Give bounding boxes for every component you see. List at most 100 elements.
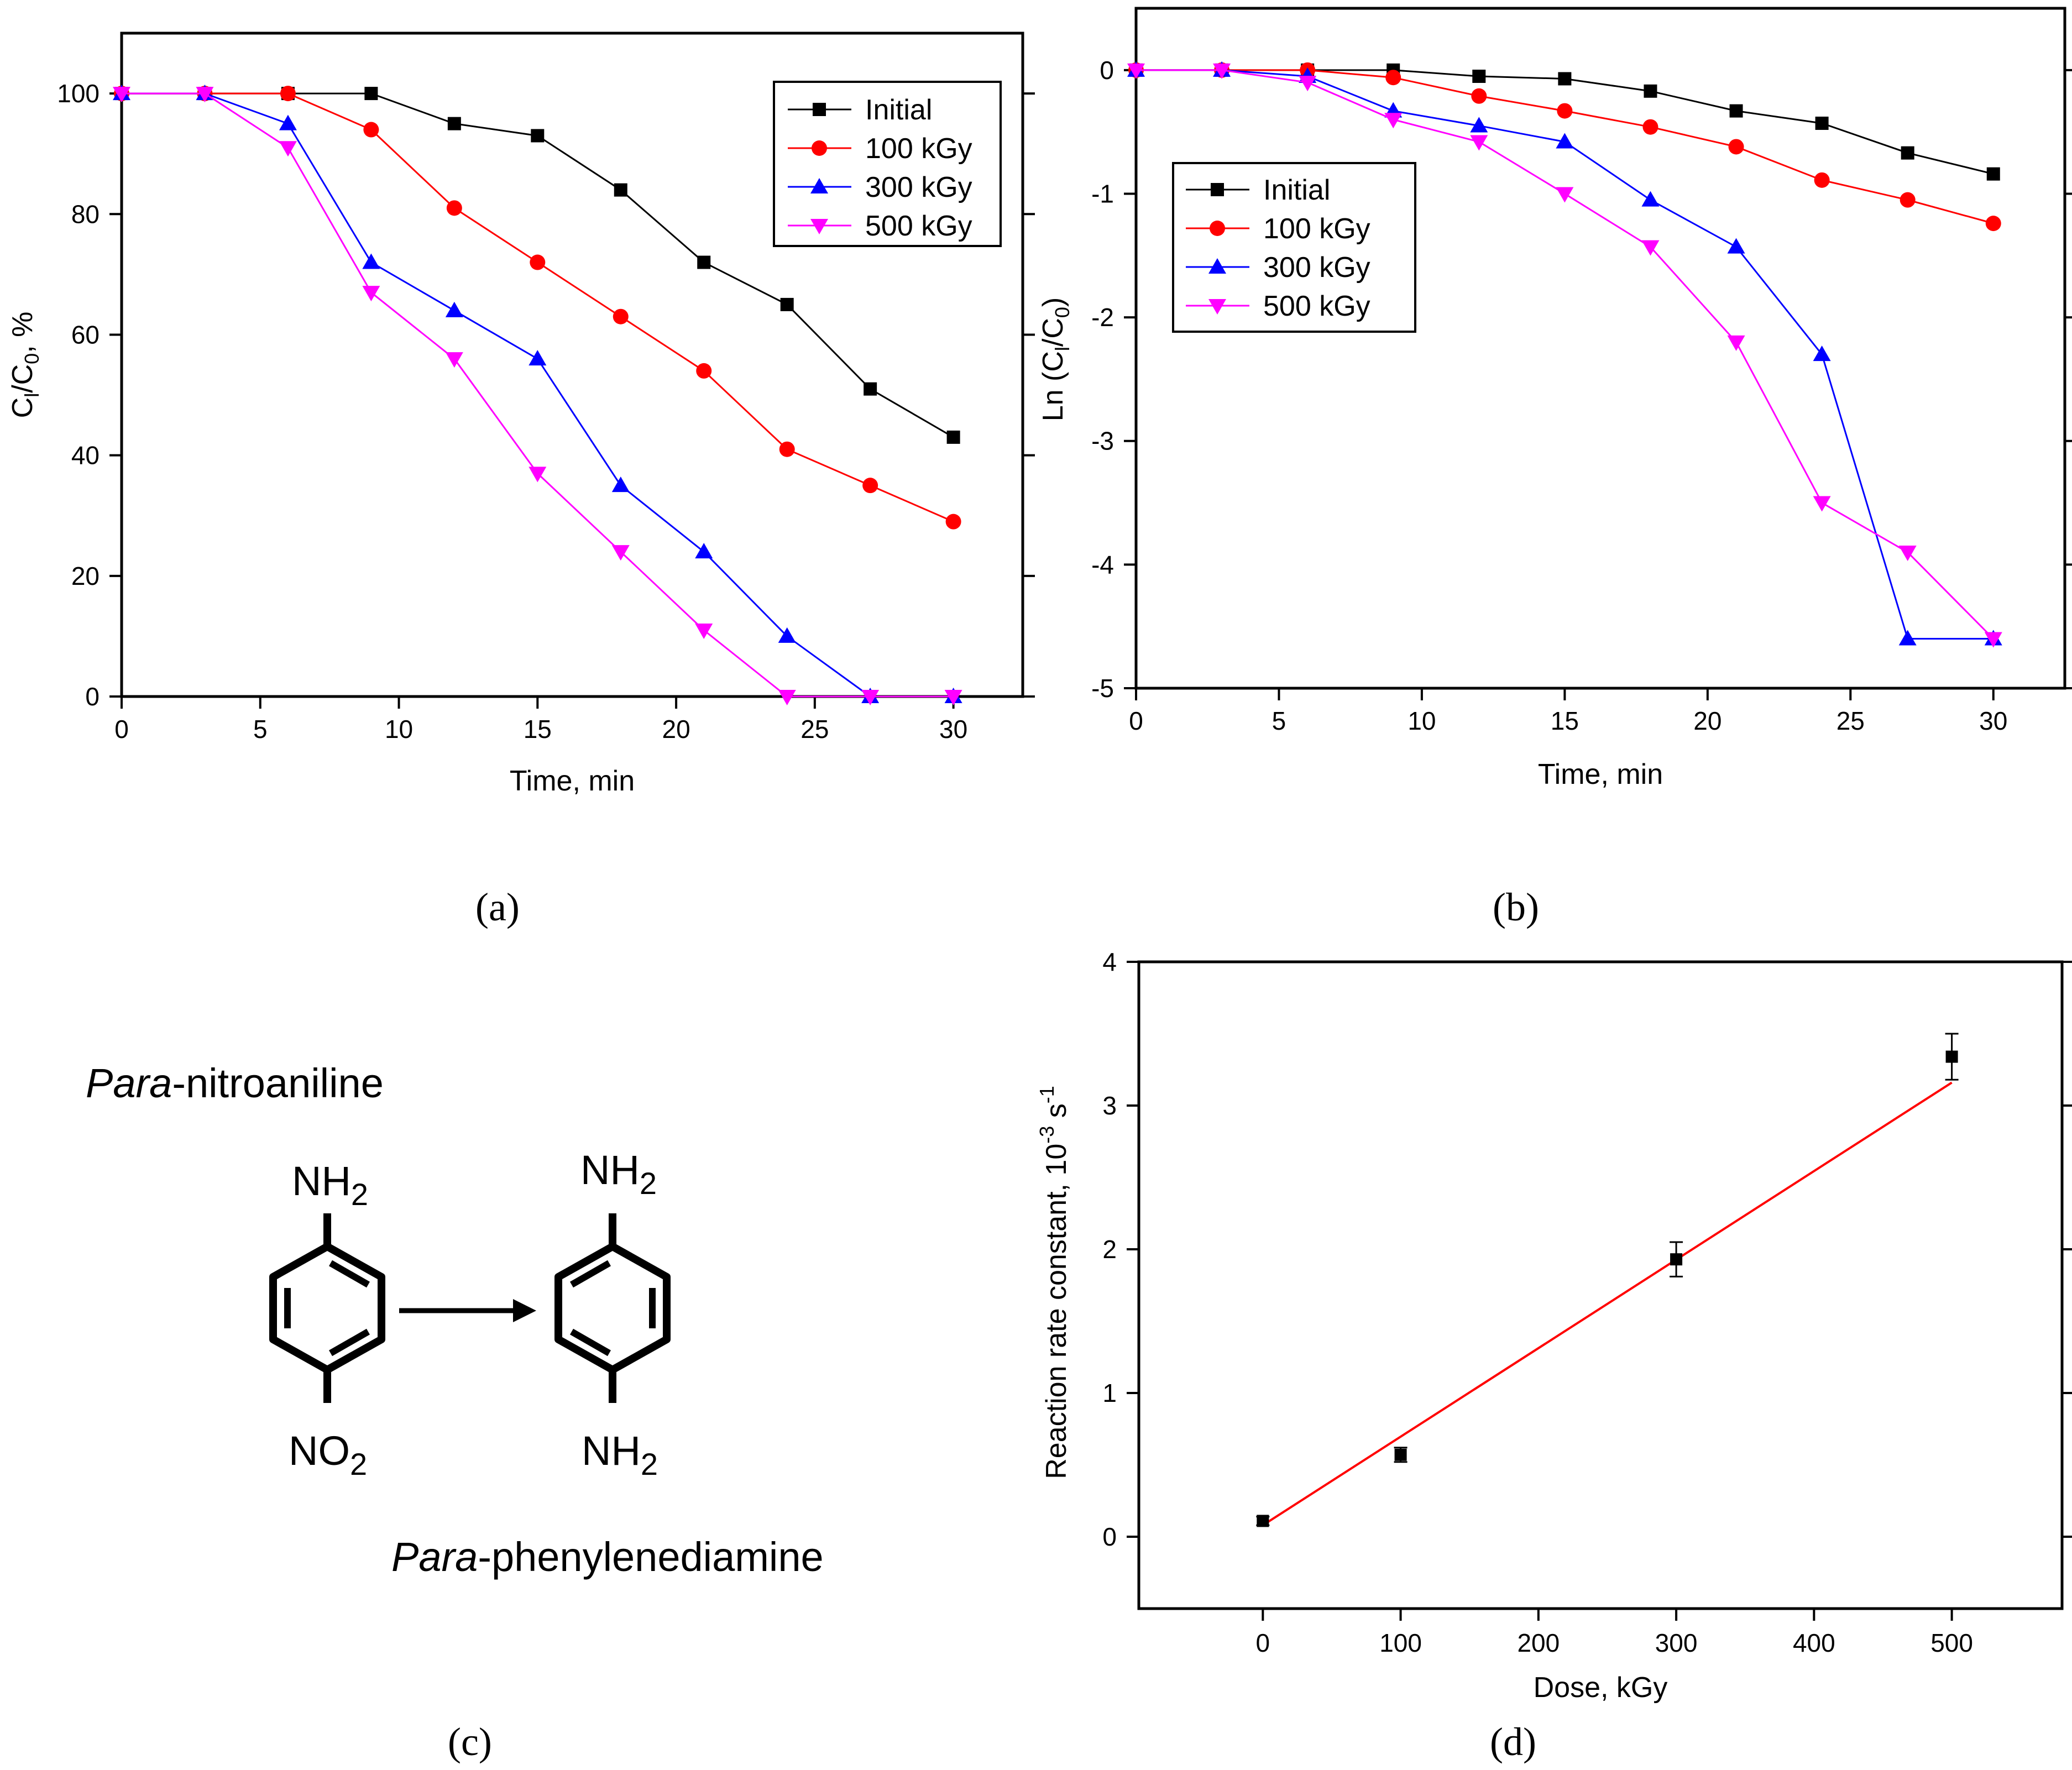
- y-tick-label: -4: [1091, 550, 1114, 579]
- panel-label-d: (d): [1490, 1720, 1536, 1764]
- data-point: [1986, 167, 2000, 181]
- data-point: [1898, 546, 1917, 561]
- x-tick-label: 0: [1129, 706, 1143, 735]
- data-point: [1727, 335, 1745, 351]
- y-axis-label-d: Reaction rate constant, 10-3 s-1: [1035, 1086, 1072, 1479]
- reactant-name: Para-nitroaniline: [86, 1060, 384, 1106]
- series-line: [1136, 69, 1994, 640]
- y-tick-label: 4: [1102, 947, 1117, 976]
- data-point-group: [1945, 1033, 1959, 1081]
- data-point: [1641, 191, 1660, 207]
- plot-frame-a: [120, 32, 1024, 698]
- data-point: [1470, 117, 1488, 133]
- data-point: [946, 430, 960, 444]
- data-point: [196, 87, 214, 103]
- x-tick-label: 5: [1272, 706, 1286, 735]
- data-point: [1985, 216, 2001, 232]
- x-tick-label: 10: [1408, 706, 1436, 735]
- legend-entry: Initial: [1186, 174, 1330, 206]
- legend-a: Initial 100 kGy 300 kGy 500 kGy: [773, 81, 1002, 247]
- data-point: [1670, 1253, 1683, 1266]
- reaction-arrow: [399, 1299, 536, 1322]
- y-tick-label: 0: [85, 682, 100, 711]
- data-point: [862, 478, 878, 494]
- data-point: [779, 441, 795, 457]
- data-point: [1728, 139, 1744, 155]
- data-point: [1384, 113, 1403, 129]
- x-tick-label: 15: [524, 715, 552, 743]
- data-point: [695, 543, 713, 559]
- bond: [329, 1260, 370, 1288]
- y-tick-label: -5: [1091, 674, 1114, 703]
- data-point: [614, 183, 627, 197]
- reactant-bottom-group: NO2: [289, 1428, 367, 1481]
- plot-frame-d: [1137, 960, 2064, 1610]
- panel-label-c: (c): [448, 1720, 492, 1764]
- x-axis-label-d: Dose, kGy: [1534, 1672, 1668, 1704]
- legend-label: Initial: [865, 94, 932, 126]
- legend-label: 100 kGy: [1263, 213, 1370, 245]
- series-line: [1136, 69, 1994, 175]
- y-tick-label: 60: [71, 320, 100, 349]
- data-point: [944, 690, 962, 705]
- data-point: [1556, 133, 1574, 149]
- x-axis-label-a: Time, min: [510, 765, 635, 797]
- x-tick-label: 0: [114, 715, 129, 743]
- series-500-kgy: [113, 87, 962, 705]
- bond: [329, 1328, 370, 1357]
- legend-entry: 100 kGy: [788, 133, 972, 165]
- data-point: [113, 87, 130, 103]
- data-point: [1898, 630, 1917, 646]
- x-tick-label: 0: [1256, 1628, 1270, 1657]
- data-point: [445, 352, 463, 368]
- data-point: [362, 253, 380, 269]
- legend-marker: [1210, 221, 1225, 236]
- legend-label: 500 kGy: [865, 210, 972, 242]
- data-point: [1213, 63, 1231, 79]
- legend-entry: 300 kGy: [1186, 252, 1370, 284]
- x-tick-label: 5: [253, 715, 268, 743]
- data-point: [279, 114, 297, 130]
- x-axis-label-b: Time, min: [1538, 758, 1663, 790]
- legend-b: Initial 100 kGy 300 kGy 500 kGy: [1172, 162, 1416, 333]
- data-point: [531, 129, 545, 143]
- reactant-top-group: NH2: [292, 1158, 368, 1212]
- data-point-group: [1670, 1241, 1683, 1277]
- product-name: Para-phenylenediamine: [391, 1534, 824, 1580]
- y-axis-label-a: Cl/C0, %: [7, 312, 43, 418]
- x-tick-label: 15: [1551, 706, 1579, 735]
- x-tick-label: 10: [385, 715, 413, 743]
- data-point: [696, 363, 712, 379]
- legend-label: Initial: [1263, 174, 1330, 206]
- data-point: [1470, 135, 1488, 151]
- data-point: [1815, 116, 1829, 130]
- chart-a: 0 5 10 15 20 25 30 0 20 40 60 80 100 Time, min Cl/C0…: [7, 32, 1035, 797]
- y-tick-label: 80: [71, 200, 100, 228]
- data-point: [1900, 192, 1916, 208]
- legend-marker: [812, 140, 827, 156]
- data-point: [1556, 187, 1574, 203]
- y-tick-label: -1: [1091, 179, 1114, 208]
- data-point-group: [1394, 1447, 1408, 1463]
- data-point: [279, 141, 297, 157]
- plot-frame-b: [1134, 7, 2066, 690]
- x-tick-label: 20: [662, 715, 690, 743]
- legend-marker: [810, 178, 828, 193]
- data-point: [363, 122, 379, 138]
- data-point: [1813, 496, 1831, 512]
- data-point: [778, 690, 796, 705]
- series-300-kgy: [1127, 61, 2002, 646]
- data-point: [780, 297, 794, 311]
- data-point-group: [1256, 1515, 1270, 1527]
- chart-d: 0 100 200 300 400 500 0 1 2 3 4 Dose, kGy Reaction…: [1035, 947, 2072, 1704]
- data-point: [445, 301, 463, 317]
- data-point: [1813, 345, 1831, 362]
- data-point: [611, 476, 630, 493]
- data-point: [1127, 63, 1145, 79]
- data-point: [613, 308, 629, 324]
- y-tick-label: 3: [1102, 1091, 1117, 1120]
- y-tick-label: 20: [71, 562, 100, 590]
- data-point: [1641, 240, 1660, 256]
- data-point: [611, 545, 630, 561]
